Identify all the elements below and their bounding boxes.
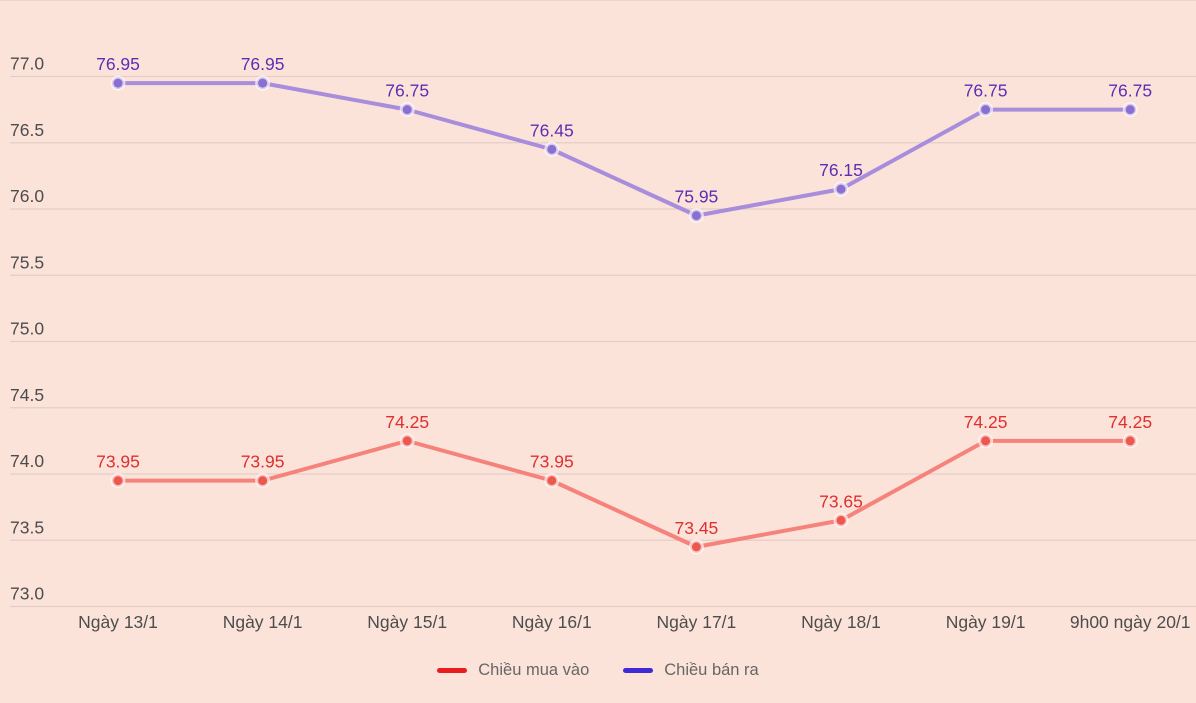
data-point-label: 73.95 xyxy=(241,452,285,472)
data-point-label: 76.75 xyxy=(385,81,429,101)
series-line xyxy=(116,438,1133,549)
legend: Chiều mua vào Chiều bán ra xyxy=(0,661,1196,680)
data-point xyxy=(255,473,271,489)
data-point xyxy=(1122,433,1138,449)
x-tick-label: Ngày 14/1 xyxy=(223,612,303,632)
data-point-label: 76.15 xyxy=(819,160,863,180)
data-point xyxy=(978,102,994,118)
y-tick-label: 73.0 xyxy=(10,584,44,604)
legend-label-sell: Chiều bán ra xyxy=(664,661,759,679)
data-point-label: 73.95 xyxy=(530,452,574,472)
data-point-label: 76.45 xyxy=(530,120,574,140)
data-point xyxy=(110,75,126,91)
x-tick-label: Ngày 16/1 xyxy=(512,612,592,632)
x-tick-label: 9h00 ngày 20/1 xyxy=(1070,612,1191,632)
x-tick-label: Ngày 15/1 xyxy=(367,612,447,632)
legend-swatch-buy xyxy=(437,668,468,673)
y-tick-label: 74.0 xyxy=(10,451,44,471)
y-tick-label: 76.0 xyxy=(10,186,44,206)
x-tick-label: Ngày 17/1 xyxy=(657,612,737,632)
data-point xyxy=(978,433,994,449)
data-point-label: 73.95 xyxy=(96,452,140,472)
y-tick-label: 75.5 xyxy=(10,252,44,272)
data-point xyxy=(833,512,849,528)
data-point xyxy=(110,473,126,489)
data-point xyxy=(399,433,415,449)
x-tick-label: Ngày 18/1 xyxy=(801,612,881,632)
data-point-label: 73.45 xyxy=(675,518,719,538)
series-line xyxy=(116,81,1133,218)
data-point xyxy=(399,102,415,118)
y-tick-label: 74.5 xyxy=(10,385,44,405)
data-point xyxy=(544,473,560,489)
data-point-label: 76.95 xyxy=(96,54,140,74)
data-point xyxy=(255,75,271,91)
y-tick-label: 73.5 xyxy=(10,517,44,537)
y-tick-label: 77.0 xyxy=(10,54,44,74)
legend-item-buy: Chiều mua vào xyxy=(437,661,589,680)
data-point-label: 73.65 xyxy=(819,491,863,511)
data-point-label: 74.25 xyxy=(964,412,1008,432)
data-point-label: 76.75 xyxy=(1108,81,1152,101)
data-point xyxy=(688,208,704,224)
data-point-label: 75.95 xyxy=(675,187,719,207)
data-point xyxy=(544,141,560,157)
data-point-label: 76.75 xyxy=(964,81,1008,101)
y-tick-label: 76.5 xyxy=(10,120,44,140)
data-point xyxy=(688,539,704,555)
data-point-label: 76.95 xyxy=(241,54,285,74)
x-tick-label: Ngày 19/1 xyxy=(946,612,1026,632)
legend-item-sell: Chiều bán ra xyxy=(623,661,759,680)
legend-label-buy: Chiều mua vào xyxy=(478,661,590,679)
y-tick-label: 75.0 xyxy=(10,319,44,339)
data-point xyxy=(1122,102,1138,118)
legend-swatch-sell xyxy=(623,668,654,673)
data-point-label: 74.25 xyxy=(385,412,429,432)
x-tick-label: Ngày 13/1 xyxy=(78,612,158,632)
data-point xyxy=(833,181,849,197)
data-point-label: 74.25 xyxy=(1108,412,1152,432)
